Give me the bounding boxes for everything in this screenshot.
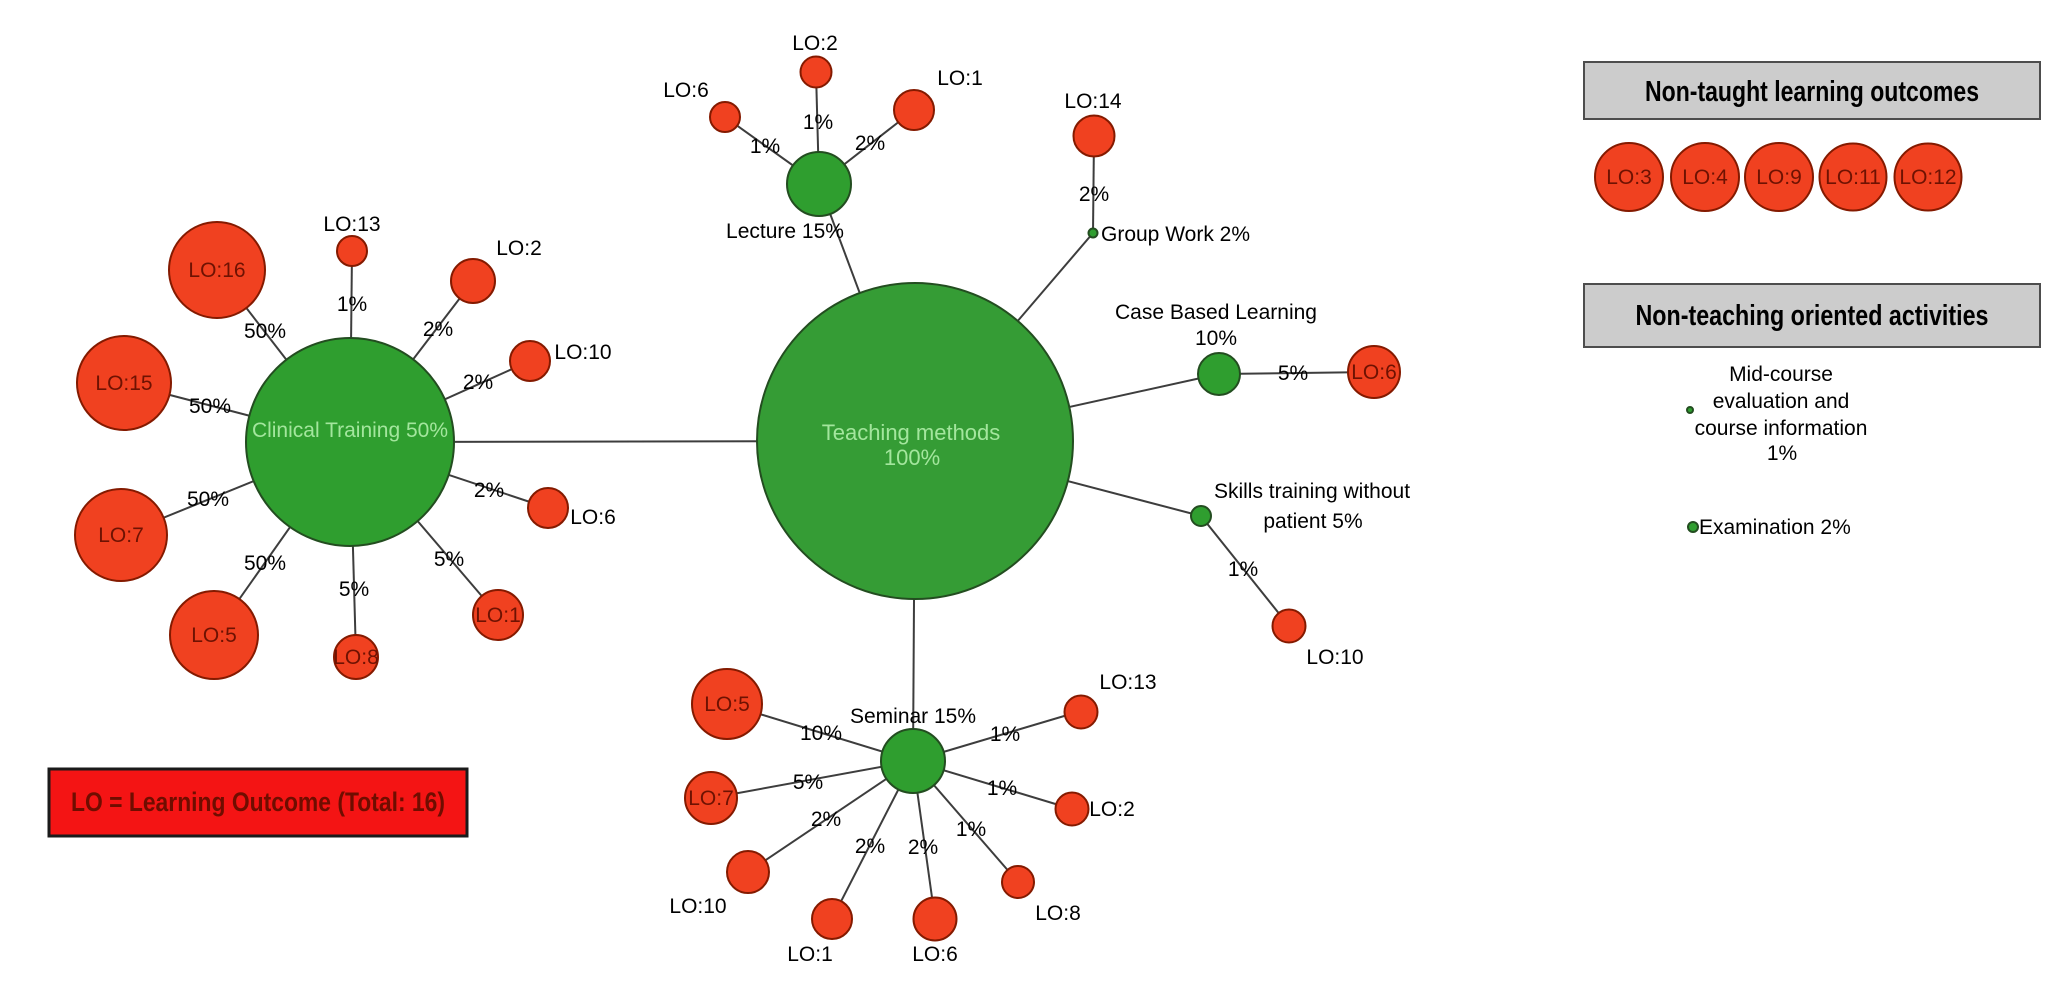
svg-text:2%: 2% — [855, 132, 885, 155]
svg-text:Seminar 15%: Seminar 15% — [850, 705, 976, 728]
svg-text:5%: 5% — [1278, 362, 1308, 385]
svg-text:2%: 2% — [1079, 183, 1109, 206]
svg-text:LO:14: LO:14 — [1064, 90, 1122, 113]
svg-text:1%: 1% — [956, 818, 986, 841]
svg-text:LO:1: LO:1 — [937, 67, 983, 90]
svg-text:LO:2: LO:2 — [792, 32, 838, 55]
svg-text:LO:16: LO:16 — [188, 259, 245, 282]
svg-text:LO:4: LO:4 — [1682, 166, 1728, 189]
svg-text:LO:15: LO:15 — [95, 372, 152, 395]
svg-text:Examination 2%: Examination 2% — [1699, 516, 1851, 539]
svg-text:LO:6: LO:6 — [570, 506, 616, 529]
svg-text:Mid-course: Mid-course — [1729, 363, 1833, 386]
svg-text:50%: 50% — [189, 395, 231, 418]
svg-text:LO:2: LO:2 — [496, 237, 542, 260]
svg-text:patient 5%: patient 5% — [1263, 510, 1362, 533]
svg-text:Group Work 2%: Group Work 2% — [1101, 223, 1250, 246]
svg-text:2%: 2% — [811, 808, 841, 831]
svg-text:Non-teaching oriented activiti: Non-teaching oriented activities — [1636, 300, 1989, 332]
svg-text:LO:8: LO:8 — [333, 646, 379, 669]
svg-text:1%: 1% — [1228, 558, 1258, 581]
svg-text:LO:9: LO:9 — [1756, 166, 1802, 189]
svg-text:LO:10: LO:10 — [669, 895, 726, 918]
svg-text:1%: 1% — [803, 111, 833, 134]
svg-text:5%: 5% — [339, 578, 369, 601]
svg-text:2%: 2% — [908, 836, 938, 859]
svg-text:LO:11: LO:11 — [1825, 166, 1881, 189]
svg-text:Skills training without: Skills training without — [1214, 480, 1410, 503]
svg-text:2%: 2% — [463, 371, 493, 394]
svg-text:2%: 2% — [474, 479, 504, 502]
svg-text:LO:3: LO:3 — [1606, 166, 1652, 189]
svg-text:Case Based Learning: Case Based Learning — [1115, 301, 1317, 324]
svg-text:10%: 10% — [800, 722, 842, 745]
svg-text:50%: 50% — [244, 320, 286, 343]
svg-text:LO:6: LO:6 — [912, 943, 958, 966]
svg-text:LO:10: LO:10 — [554, 341, 611, 364]
svg-text:LO:6: LO:6 — [663, 79, 709, 102]
svg-text:1%: 1% — [990, 723, 1020, 746]
svg-text:50%: 50% — [244, 552, 286, 575]
svg-text:LO:10: LO:10 — [1306, 646, 1363, 669]
svg-text:2%: 2% — [855, 835, 885, 858]
svg-text:LO:7: LO:7 — [688, 787, 734, 810]
svg-text:course information: course information — [1695, 417, 1868, 440]
svg-text:1%: 1% — [1767, 442, 1797, 465]
svg-text:5%: 5% — [793, 771, 823, 794]
svg-text:evaluation and: evaluation and — [1713, 390, 1850, 413]
svg-text:LO:12: LO:12 — [1899, 166, 1956, 189]
svg-text:10%: 10% — [1195, 327, 1237, 350]
svg-text:2%: 2% — [423, 318, 453, 341]
svg-text:LO:5: LO:5 — [704, 693, 750, 716]
svg-text:100%: 100% — [884, 445, 940, 470]
svg-text:1%: 1% — [337, 293, 367, 316]
svg-text:LO:13: LO:13 — [1099, 671, 1156, 694]
svg-text:Lecture 15%: Lecture 15% — [726, 220, 844, 243]
svg-text:LO:5: LO:5 — [191, 624, 237, 647]
svg-text:LO:1: LO:1 — [475, 604, 521, 627]
svg-text:1%: 1% — [750, 135, 780, 158]
svg-text:LO:2: LO:2 — [1089, 798, 1135, 821]
svg-text:LO:8: LO:8 — [1035, 902, 1081, 925]
svg-text:LO = Learning Outcome (Total:: LO = Learning Outcome (Total: 16) — [71, 787, 445, 817]
svg-text:LO:7: LO:7 — [98, 524, 144, 547]
svg-text:LO:13: LO:13 — [323, 213, 380, 236]
svg-text:5%: 5% — [434, 548, 464, 571]
svg-text:Clinical Training 50%: Clinical Training 50% — [252, 419, 448, 442]
svg-text:1%: 1% — [987, 777, 1017, 800]
svg-text:LO:1: LO:1 — [787, 943, 833, 966]
svg-text:LO:6: LO:6 — [1351, 361, 1397, 384]
svg-text:Non-taught learning outcomes: Non-taught learning outcomes — [1645, 76, 1979, 108]
svg-text:Teaching methods: Teaching methods — [822, 420, 1001, 445]
svg-text:50%: 50% — [187, 488, 229, 511]
